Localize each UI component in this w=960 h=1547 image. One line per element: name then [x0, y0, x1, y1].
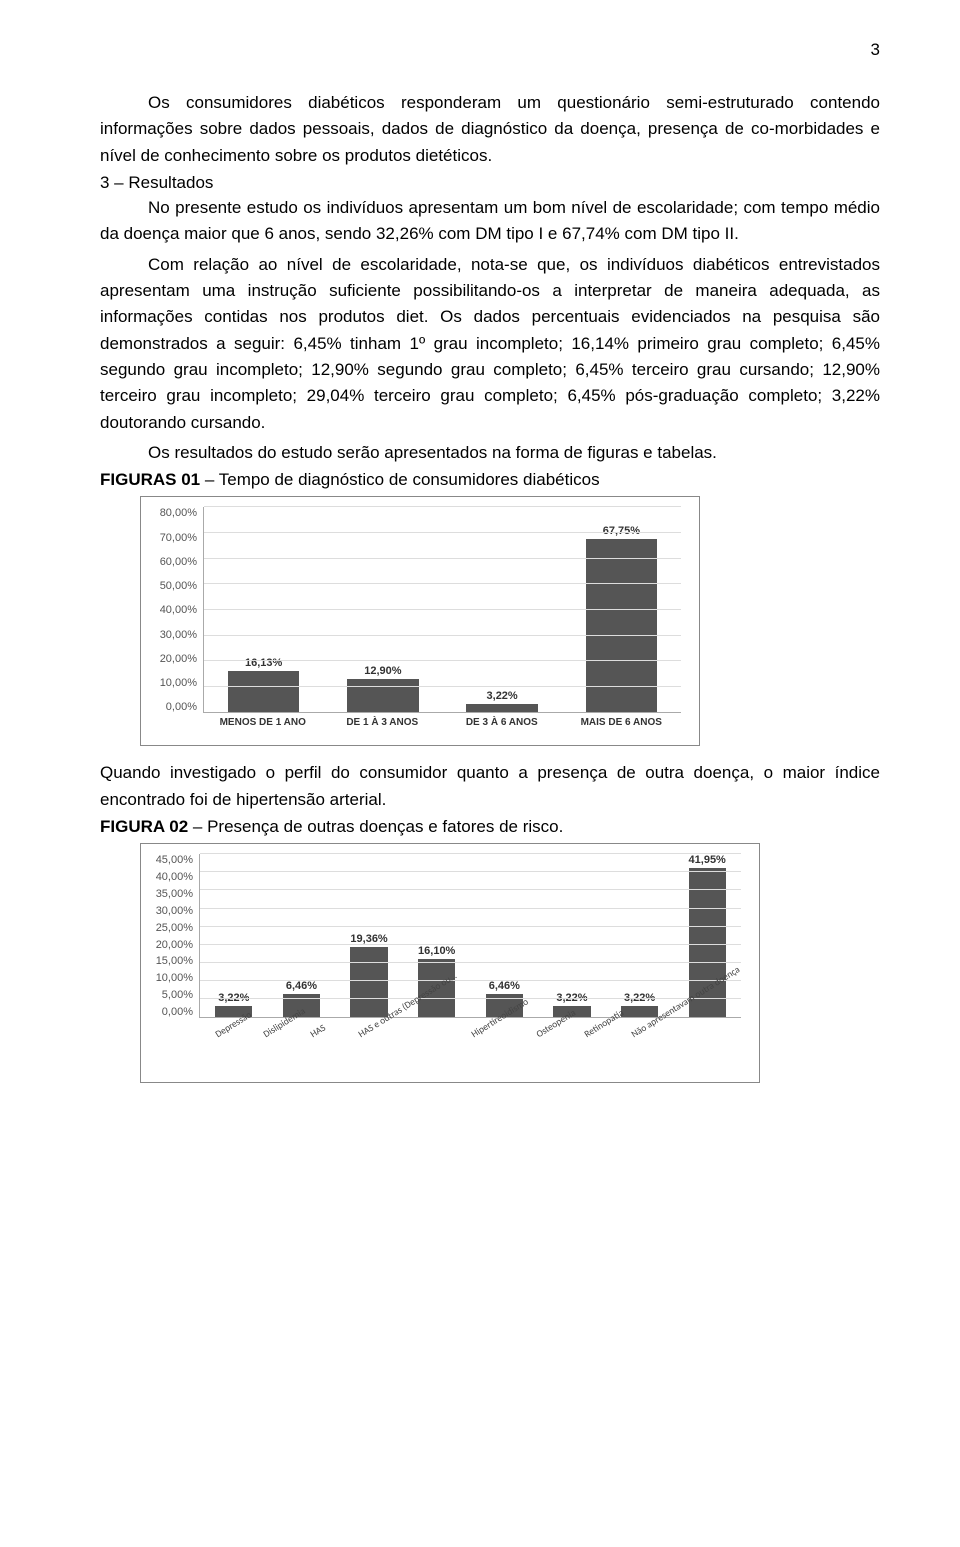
bar: [350, 947, 387, 1017]
paragraph-5: Quando investigado o perfil do consumido…: [100, 760, 880, 813]
figure1-caption: FIGURAS 01 – Tempo de diagnóstico de con…: [100, 470, 880, 490]
bar-value-label: 16,13%: [245, 657, 282, 669]
y-tick-label: 20,00%: [145, 939, 193, 951]
figure2-caption: FIGURA 02 – Presença de outras doenças e…: [100, 817, 880, 837]
bar-wrap: 67,75%: [562, 507, 681, 712]
x-tick-label: DE 3 À 6 ANOS: [442, 713, 562, 741]
gridline: [200, 944, 741, 945]
bar-value-label: 6,46%: [286, 980, 317, 992]
bar-value-label: 67,75%: [603, 525, 640, 537]
y-tick-label: 40,00%: [145, 604, 197, 616]
gridline: [200, 889, 741, 890]
y-tick-label: 5,00%: [145, 989, 193, 1001]
chart-2: 0,00% 5,00% 10,00% 15,00% 20,00% 25,00% 30,00%…: [140, 843, 760, 1083]
y-tick-label: 0,00%: [145, 701, 197, 713]
bar-value-label: 16,10%: [418, 945, 455, 957]
y-tick-label: 25,00%: [145, 922, 193, 934]
chart2-plot-area: 3,22%6,46%19,36%16,10%6,46%3,22%3,22%41,…: [199, 854, 741, 1018]
bar: [347, 679, 419, 712]
x-tick-label: MENOS DE 1 ANO: [203, 713, 323, 741]
page-number: 3: [100, 40, 880, 60]
y-tick-label: 35,00%: [145, 888, 193, 900]
gridline: [204, 686, 681, 687]
y-tick-label: 0,00%: [145, 1006, 193, 1018]
paragraph-1: Os consumidores diabéticos responderam u…: [100, 90, 880, 169]
bar-wrap: 19,36%: [335, 854, 403, 1017]
section-heading: 3 – Resultados: [100, 173, 880, 193]
y-tick-label: 10,00%: [145, 677, 197, 689]
gridline: [200, 980, 741, 981]
bar: [466, 704, 538, 712]
chart2-y-axis: 0,00% 5,00% 10,00% 15,00% 20,00% 25,00% 30,00%…: [145, 854, 199, 1018]
bar-value-label: 41,95%: [689, 854, 726, 866]
y-tick-label: 40,00%: [145, 871, 193, 883]
chart-1: 0,00% 10,00% 20,00% 30,00% 40,00% 50,00% 60,00…: [140, 496, 700, 746]
chart2-x-labels: DepressãoDislipidemiaHASHAS e outras (De…: [199, 1018, 741, 1078]
x-tick-label: DE 1 À 3 ANOS: [323, 713, 443, 741]
y-tick-label: 15,00%: [145, 955, 193, 967]
bar: [228, 671, 300, 712]
paragraph-3: Com relação ao nível de escolaridade, no…: [100, 252, 880, 436]
bar-wrap: 12,90%: [323, 507, 442, 712]
paragraph-2: No presente estudo os indivíduos apresen…: [100, 195, 880, 248]
gridline: [204, 609, 681, 610]
gridline: [204, 506, 681, 507]
gridline: [200, 908, 741, 909]
y-tick-label: 70,00%: [145, 532, 197, 544]
paragraph-4: Os resultados do estudo serão apresentad…: [100, 440, 880, 466]
bar-wrap: 3,22%: [606, 854, 674, 1017]
y-tick-label: 30,00%: [145, 905, 193, 917]
bar-value-label: 3,22%: [487, 690, 518, 702]
y-tick-label: 30,00%: [145, 629, 197, 641]
bar-wrap: 3,22%: [538, 854, 606, 1017]
chart1-y-axis: 0,00% 10,00% 20,00% 30,00% 40,00% 50,00% 60,00…: [145, 507, 203, 713]
bar-value-label: 6,46%: [489, 980, 520, 992]
bar-wrap: 16,13%: [204, 507, 323, 712]
gridline: [200, 926, 741, 927]
gridline: [204, 635, 681, 636]
gridline: [200, 962, 741, 963]
y-tick-label: 45,00%: [145, 854, 193, 866]
bar-value-label: 12,90%: [364, 665, 401, 677]
bar-wrap: 3,22%: [443, 507, 562, 712]
gridline: [204, 558, 681, 559]
figure2-caption-bold: FIGURA 02: [100, 817, 188, 836]
gridline: [200, 871, 741, 872]
bar-wrap: 3,22%: [200, 854, 268, 1017]
y-tick-label: 20,00%: [145, 653, 197, 665]
chart2-bars: 3,22%6,46%19,36%16,10%6,46%3,22%3,22%41,…: [200, 854, 741, 1017]
gridline: [200, 853, 741, 854]
y-tick-label: 60,00%: [145, 556, 197, 568]
gridline: [204, 583, 681, 584]
gridline: [204, 660, 681, 661]
y-tick-label: 80,00%: [145, 507, 197, 519]
chart1-bars: 16,13% 12,90% 3,22% 67,75%: [204, 507, 681, 712]
figure1-caption-bold: FIGURAS 01: [100, 470, 200, 489]
chart1-plot-area: 16,13% 12,90% 3,22% 67,75%: [203, 507, 681, 713]
bar-wrap: 6,46%: [471, 854, 539, 1017]
y-tick-label: 10,00%: [145, 972, 193, 984]
figure1-caption-text: – Tempo de diagnóstico de consumidores d…: [200, 470, 599, 489]
figure2-caption-text: – Presença de outras doenças e fatores d…: [188, 817, 563, 836]
gridline: [204, 532, 681, 533]
chart1-x-labels: MENOS DE 1 ANODE 1 À 3 ANOSDE 3 À 6 ANOS…: [203, 713, 681, 741]
bar-wrap: 6,46%: [268, 854, 336, 1017]
x-tick-label: MAIS DE 6 ANOS: [562, 713, 682, 741]
y-tick-label: 50,00%: [145, 580, 197, 592]
